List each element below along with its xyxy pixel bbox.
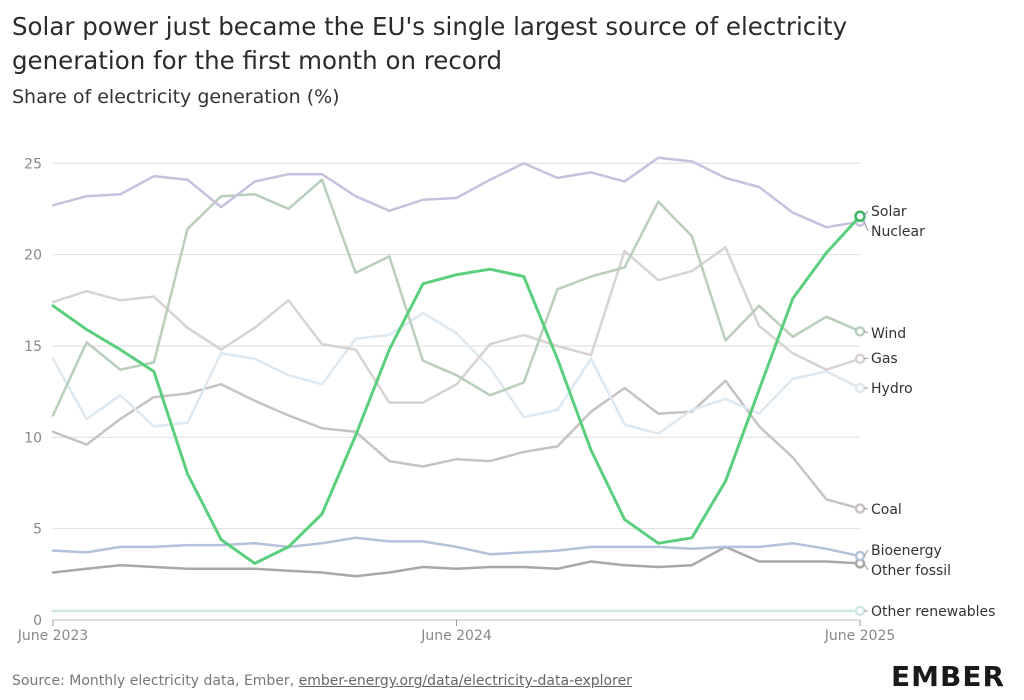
end-point-other-renewables [854, 605, 866, 617]
series-line-nuclear [51, 156, 862, 229]
series-label-solar: Solar [871, 204, 907, 220]
label-connector-nuclear [863, 221, 869, 232]
end-point-hydro [854, 382, 866, 394]
series-line-coal [51, 379, 862, 510]
y-tick-label: 0 [33, 613, 42, 629]
x-tick-label: June 2025 [824, 628, 896, 644]
series-line-bioenergy [51, 536, 862, 558]
label-connector-solar [863, 210, 869, 217]
series-label-gas: Gas [871, 351, 898, 367]
source-note: Source: Monthly electricity data, Ember,… [12, 673, 632, 689]
end-point-wind [854, 326, 866, 337]
series-label-nuclear: Nuclear [871, 224, 925, 240]
chart-title: Solar power just became the EU's single … [12, 12, 848, 75]
end-point-gas [854, 353, 866, 364]
end-point-solar [854, 210, 866, 222]
x-tick-label: June 2024 [420, 628, 492, 644]
source-link[interactable]: ember-energy.org/data/electricity-data-e… [298, 673, 632, 689]
series-line-other-fossil [51, 545, 862, 578]
ember-logo: EMBER [891, 660, 1006, 693]
end-point-bioenergy [854, 550, 866, 562]
label-connector-wind [863, 330, 869, 334]
series-label-other-renewables: Other renewables [871, 604, 995, 620]
label-connector-bioenergy [863, 549, 869, 557]
label-connector-other-fossil [863, 563, 869, 571]
y-tick-label: 15 [24, 339, 42, 355]
series-line-solar [51, 214, 862, 565]
label-connector-gas [863, 357, 869, 360]
series-line-hydro [51, 311, 862, 435]
y-tick-label: 25 [24, 156, 42, 172]
series-label-wind: Wind [871, 326, 906, 342]
series-label-bioenergy: Bioenergy [871, 543, 942, 559]
series-label-other-fossil: Other fossil [871, 563, 951, 579]
x-tick-label: June 2023 [17, 628, 89, 644]
series-line-gas [51, 246, 862, 404]
chart-subtitle: Share of electricity generation (%) [12, 86, 340, 108]
series-label-coal: Coal [871, 502, 902, 518]
source-text: Source: Monthly electricity data, Ember, [12, 673, 299, 689]
end-point-coal [854, 503, 866, 514]
series-label-hydro: Hydro [871, 381, 913, 397]
y-tick-label: 20 [24, 248, 42, 264]
series-line-wind [51, 178, 862, 417]
y-tick-label: 10 [24, 430, 42, 446]
y-tick-label: 5 [33, 522, 42, 538]
